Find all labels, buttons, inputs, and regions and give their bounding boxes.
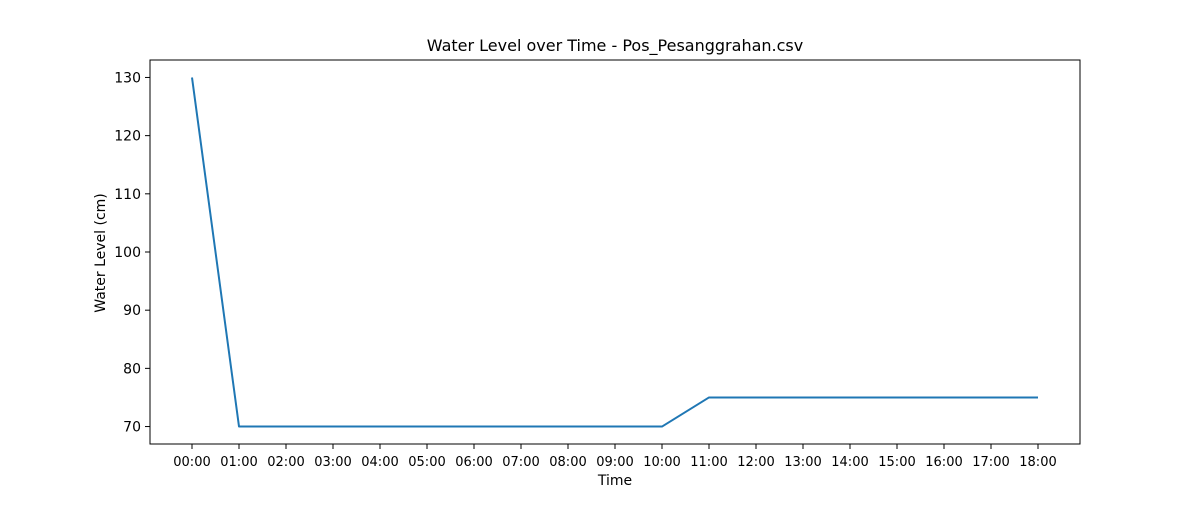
x-tick-label: 18:00 [1019, 455, 1056, 470]
x-tick-label: 05:00 [408, 455, 445, 470]
x-tick-label: 04:00 [361, 455, 398, 470]
x-tick-label: 16:00 [925, 455, 962, 470]
y-tick-label: 120 [114, 129, 141, 145]
x-tick-label: 17:00 [972, 455, 1009, 470]
plot-frame [149, 59, 1081, 445]
y-tick-label: 100 [114, 245, 141, 261]
y-tick-label: 90 [123, 303, 141, 319]
x-tick-label: 11:00 [690, 455, 727, 470]
y-tick-label: 110 [114, 187, 141, 203]
x-tick-label: 03:00 [314, 455, 351, 470]
x-axis-label: Time [597, 473, 632, 489]
x-tick-label: 09:00 [596, 455, 633, 470]
series-layer [191, 77, 1038, 428]
x-tick-label: 00:00 [173, 455, 210, 470]
y-axis-ticks: 70 80 90 100 110 120 130 [114, 70, 150, 436]
x-tick-label: 08:00 [549, 455, 586, 470]
x-tick-label: 14:00 [831, 455, 868, 470]
y-axis-label: Water Level (cm) [93, 193, 109, 313]
x-tick-label: 07:00 [502, 455, 539, 470]
y-tick-label: 80 [123, 361, 141, 377]
x-tick-label: 12:00 [737, 455, 774, 470]
y-tick-label: 70 [123, 420, 141, 436]
x-tick-label: 15:00 [878, 455, 915, 470]
x-tick-label: 13:00 [784, 455, 821, 470]
series-line [191, 77, 1038, 428]
chart-title: Water Level over Time - Pos_Pesanggrahan… [427, 36, 803, 56]
x-tick-label: 02:00 [267, 455, 304, 470]
x-tick-label: 06:00 [455, 455, 492, 470]
x-tick-label: 10:00 [643, 455, 680, 470]
x-axis-ticks: 00:00 01:00 02:00 03:00 04:00 05:00 06:00 07:00… [173, 444, 1057, 470]
x-tick-label: 01:00 [220, 455, 257, 470]
y-tick-label: 130 [114, 70, 141, 86]
